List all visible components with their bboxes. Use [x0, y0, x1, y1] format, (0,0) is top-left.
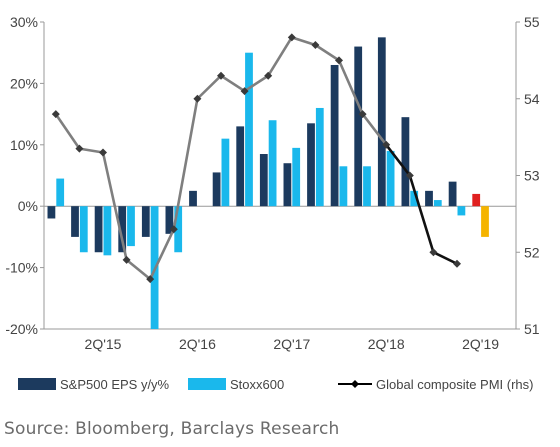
- pmi-point: [429, 248, 438, 257]
- bar-stoxx600: [339, 166, 348, 207]
- y-right-tick-label: 54: [524, 91, 540, 107]
- chart-bars: [47, 37, 489, 329]
- y-right-tick-label: 55: [524, 14, 540, 30]
- pmi-line-segment: [125, 258, 152, 281]
- bar-sp500-eps: [236, 126, 245, 207]
- pmi-point: [358, 110, 367, 119]
- bar-stoxx600: [292, 147, 301, 207]
- legend-label: Stoxx600: [230, 377, 284, 392]
- y-right-tick-label: 53: [524, 168, 540, 184]
- pmi-point: [335, 56, 343, 65]
- bar-stoxx600: [315, 107, 324, 207]
- pmi-line-segment: [408, 174, 435, 254]
- pmi-point: [382, 140, 391, 149]
- y-left-tick-label: -10%: [5, 260, 38, 276]
- pmi-line-segment: [101, 151, 128, 262]
- pmi-point: [122, 255, 131, 264]
- bar-sp500-eps: [448, 181, 457, 207]
- bar-stoxx600: [245, 52, 253, 207]
- pmi-line-segment: [243, 74, 270, 93]
- bar-sp500-eps: [47, 206, 56, 219]
- pmi-point: [75, 144, 84, 153]
- pmi-line-segment: [384, 143, 412, 177]
- x-tick-label: 2Q'19: [462, 336, 499, 352]
- bar-sp500-eps: [259, 154, 268, 207]
- pmi-point: [99, 148, 107, 157]
- pmi-line-segment: [432, 250, 459, 266]
- pmi-point: [217, 71, 225, 80]
- legend-label: Global composite PMI (rhs): [376, 377, 534, 392]
- pmi-point: [264, 71, 273, 80]
- bar-sp500-eps: [71, 206, 79, 237]
- chart-axes: -20% -10% 0% 10% 20% 30% 51 52 53 54 55 2Q'15 2Q'16 2…: [5, 14, 539, 352]
- bar-sp500-eps: [425, 190, 433, 207]
- bar-stoxx600: [221, 138, 230, 207]
- pmi-line-segment: [290, 36, 317, 47]
- legend-label: S&P500 EPS y/y%: [60, 377, 170, 392]
- pmi-line-segment: [148, 227, 176, 281]
- pmi-point: [51, 110, 60, 119]
- bar-sp500-eps: [212, 172, 221, 207]
- y-left-tick-label: 30%: [10, 14, 38, 30]
- bar-sp500-eps: [354, 46, 363, 207]
- pmi-line-segment: [219, 74, 246, 93]
- bar-stoxx600: [410, 190, 419, 207]
- legend-swatch-marker: [351, 380, 359, 388]
- bar-sp500-eps: [307, 123, 315, 207]
- bar-sp500-eps: [330, 64, 339, 207]
- bar-stoxx600: [433, 200, 442, 207]
- bar-sp500-eps: [165, 206, 174, 234]
- pmi-point: [169, 225, 178, 234]
- x-tick-label: 2Q'15: [85, 336, 122, 352]
- chart-legend: S&P500 EPS y/y% Stoxx600 Global composite …: [18, 377, 534, 392]
- bar-sp500-eps: [118, 206, 127, 253]
- bar-sp500-eps: [401, 117, 410, 207]
- bar-stoxx600: [127, 206, 135, 247]
- x-tick-label: 2Q'16: [179, 336, 216, 352]
- bar-sp500-eps: [141, 206, 150, 237]
- pmi-point: [453, 259, 461, 268]
- pmi-point: [287, 33, 296, 42]
- bar-stoxx600: [481, 206, 489, 237]
- y-left-tick-label: 0%: [18, 198, 38, 214]
- bar-sp500-eps: [377, 37, 386, 207]
- bar-stoxx600: [79, 206, 88, 253]
- bar-stoxx600: [363, 166, 371, 207]
- pmi-point: [193, 94, 202, 103]
- combo-chart: -20% -10% 0% 10% 20% 30% 51 52 53 54 55 2Q'15 2Q'16 2…: [5, 14, 539, 392]
- pmi-line-segment: [361, 112, 388, 147]
- bar-sp500-eps: [189, 190, 197, 207]
- y-right-tick-label: 51: [524, 321, 540, 337]
- pmi-point: [146, 275, 155, 284]
- source-note: Source: Bloomberg, Barclays Research: [4, 419, 340, 439]
- pmi-line-segment: [196, 74, 223, 101]
- bar-stoxx600: [386, 150, 395, 207]
- bar-stoxx600: [174, 206, 183, 253]
- legend-swatch: [188, 378, 226, 390]
- x-tick-label: 2Q'18: [368, 336, 405, 352]
- x-tick-label: 2Q'17: [273, 336, 310, 352]
- pmi-point: [405, 171, 414, 180]
- bar-stoxx600: [268, 120, 277, 207]
- bar-stoxx600: [56, 178, 65, 207]
- bar-sp500-eps: [94, 206, 103, 253]
- bar-stoxx600: [103, 206, 112, 256]
- bar-sp500-eps: [472, 193, 481, 207]
- y-right-tick-label: 52: [524, 244, 540, 260]
- y-left-tick-label: -20%: [5, 321, 38, 337]
- pmi-line-segment: [172, 97, 199, 231]
- bar-sp500-eps: [283, 163, 292, 207]
- pmi-point: [240, 87, 249, 96]
- pmi-line-segment: [314, 43, 341, 62]
- pmi-line-segment: [337, 59, 364, 116]
- pmi-line-segment: [266, 36, 294, 78]
- y-left-tick-label: 10%: [10, 137, 38, 153]
- pmi-line-segment: [54, 112, 81, 150]
- bar-stoxx600: [457, 206, 466, 216]
- y-left-tick-label: 20%: [10, 75, 38, 91]
- pmi-line-segment: [78, 147, 105, 154]
- legend-swatch: [18, 378, 56, 390]
- pmi-point: [311, 41, 320, 50]
- pmi-line-series: [51, 33, 461, 284]
